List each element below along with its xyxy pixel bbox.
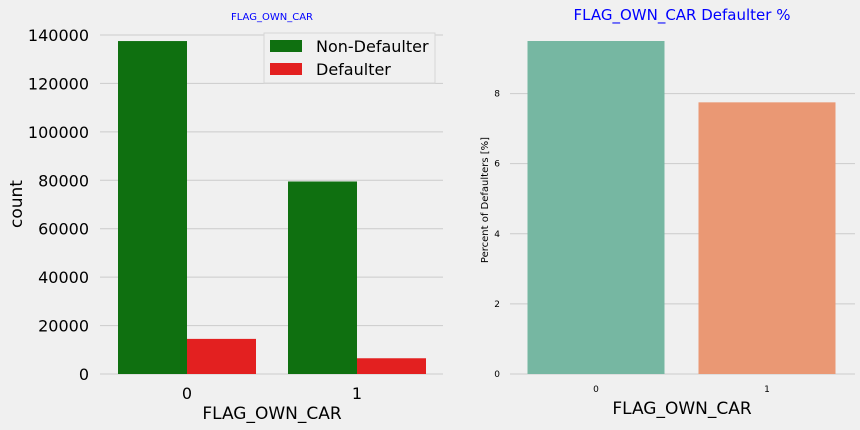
- right-y-tick-label: 4: [494, 230, 500, 240]
- bar-defaulter-0: [187, 338, 256, 374]
- left-y-tick-label: 20000: [38, 317, 89, 336]
- right-y-tick-label: 8: [494, 90, 500, 100]
- left-y-tick-label: 80000: [38, 171, 89, 190]
- left-y-tick-label: 100000: [28, 123, 89, 142]
- right-y-ticks: 0 2 4 6 8: [494, 90, 500, 380]
- right-y-tick-label: 2: [494, 300, 500, 310]
- bar-non-defaulter-0: [118, 41, 187, 375]
- left-x-tick-label: 0: [182, 384, 192, 403]
- left-x-tick-label: 1: [352, 384, 362, 403]
- legend-label-defaulter: Defaulter: [316, 60, 391, 79]
- left-y-tick-label: 120000: [28, 74, 89, 93]
- left-y-tick-label: 60000: [38, 220, 89, 239]
- right-y-axis-label: Percent of Defaulters [%]: [480, 137, 491, 263]
- right-y-tick-label: 6: [494, 160, 500, 170]
- right-chart-title: FLAG_OWN_CAR Defaulter %: [574, 6, 791, 25]
- bar-defaulter-1: [357, 358, 426, 374]
- bar-defaulter-percent-1: [698, 102, 836, 374]
- left-y-tick-label: 140000: [28, 26, 89, 45]
- right-x-tick-label: 0: [593, 385, 599, 395]
- left-legend: Non-Defaulter Defaulter: [263, 32, 436, 84]
- legend-swatch-non-defaulter: [270, 40, 302, 52]
- left-chart-title: FLAG_OWN_CAR: [231, 12, 313, 23]
- left-y-axis-label: count: [7, 180, 27, 228]
- right-y-tick-label: 0: [494, 370, 500, 380]
- legend-label-non-defaulter: Non-Defaulter: [316, 37, 429, 56]
- left-y-tick-label: 40000: [38, 268, 89, 287]
- left-x-axis-label: FLAG_OWN_CAR: [202, 404, 342, 424]
- left-y-ticks: 0 20000 40000 60000 80000 100000 120000 140000: [28, 26, 89, 384]
- left-chart: FLAG_OWN_CAR 0 20000 40000 60000 80000 100000…: [7, 12, 443, 424]
- legend-swatch-defaulter: [270, 63, 302, 75]
- left-bars: [118, 41, 426, 375]
- right-x-axis-label: FLAG_OWN_CAR: [612, 399, 752, 419]
- right-x-tick-label: 1: [764, 385, 770, 395]
- right-bars: [527, 41, 836, 374]
- bar-defaulter-percent-0: [527, 41, 665, 374]
- bar-non-defaulter-1: [288, 181, 357, 374]
- left-y-tick-label: 0: [79, 365, 89, 384]
